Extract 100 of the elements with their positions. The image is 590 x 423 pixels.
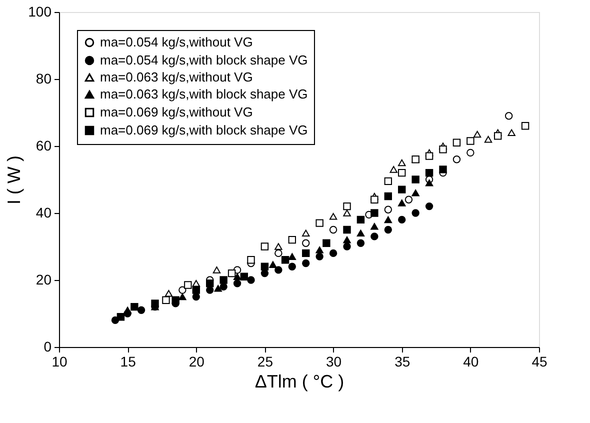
point bbox=[240, 272, 248, 281]
point bbox=[184, 281, 192, 289]
point bbox=[484, 136, 492, 143]
point bbox=[178, 286, 186, 294]
point bbox=[247, 276, 255, 284]
point bbox=[322, 239, 330, 248]
point bbox=[206, 279, 214, 288]
point bbox=[384, 192, 392, 200]
point bbox=[370, 209, 378, 217]
point bbox=[220, 282, 228, 291]
point bbox=[212, 266, 221, 274]
y-tick-label: 60 bbox=[36, 138, 52, 154]
point bbox=[398, 186, 406, 194]
point bbox=[404, 196, 413, 204]
x-tick-label: 20 bbox=[188, 354, 205, 370]
legend-label: ma=0.054 kg/s,without VG bbox=[100, 34, 253, 50]
point bbox=[384, 177, 392, 186]
y-tick-label: 0 bbox=[44, 338, 52, 354]
point bbox=[130, 302, 138, 311]
legend-label: ma=0.063 kg/s,with block shape VG bbox=[100, 86, 308, 102]
point bbox=[356, 230, 365, 237]
x-tick-label: 25 bbox=[257, 354, 274, 370]
x-axis-title: ΔTlm ( °C ) bbox=[254, 372, 344, 392]
point bbox=[192, 292, 200, 301]
x-tick-label: 45 bbox=[532, 354, 548, 370]
point bbox=[398, 159, 406, 166]
point bbox=[316, 246, 324, 254]
point bbox=[274, 243, 282, 250]
legend-label: ma=0.054 kg/s,with block shape VG bbox=[100, 52, 308, 68]
point bbox=[329, 212, 338, 220]
point bbox=[162, 296, 170, 304]
y-axis-title: I ( W ) bbox=[4, 156, 24, 204]
x-tick-label: 30 bbox=[326, 354, 342, 370]
point bbox=[260, 262, 269, 270]
point bbox=[508, 129, 516, 136]
point bbox=[425, 179, 434, 186]
point bbox=[206, 286, 214, 294]
point bbox=[466, 137, 474, 145]
point bbox=[302, 239, 310, 247]
point bbox=[439, 166, 447, 174]
point bbox=[281, 256, 290, 264]
point bbox=[274, 249, 282, 258]
point bbox=[466, 148, 474, 157]
point bbox=[329, 249, 338, 258]
point bbox=[452, 156, 461, 164]
point bbox=[192, 286, 200, 294]
point bbox=[288, 262, 296, 270]
point bbox=[269, 261, 277, 268]
x-tick-label: 35 bbox=[394, 354, 410, 370]
point bbox=[151, 300, 159, 308]
point bbox=[370, 196, 378, 204]
point bbox=[343, 210, 351, 216]
x-tick-label: 15 bbox=[120, 354, 136, 370]
point bbox=[228, 269, 236, 278]
point bbox=[412, 176, 420, 184]
point bbox=[425, 152, 434, 160]
legend-label: ma=0.069 kg/s,with block shape VG bbox=[100, 122, 308, 138]
point bbox=[302, 230, 310, 237]
point bbox=[473, 130, 482, 138]
point bbox=[329, 226, 338, 234]
point bbox=[343, 236, 351, 244]
point bbox=[398, 168, 406, 177]
point bbox=[356, 239, 365, 247]
point bbox=[178, 293, 186, 300]
point bbox=[220, 276, 228, 284]
point bbox=[398, 216, 406, 224]
point bbox=[302, 259, 310, 268]
point bbox=[316, 219, 324, 227]
point bbox=[343, 226, 351, 234]
point bbox=[425, 202, 434, 210]
point bbox=[343, 242, 351, 250]
point bbox=[425, 168, 434, 177]
point bbox=[172, 296, 180, 304]
y-tick-label: 40 bbox=[36, 204, 52, 220]
legend-label: ma=0.063 kg/s,without VG bbox=[100, 70, 253, 84]
point bbox=[274, 266, 282, 274]
y-tick-label: 100 bbox=[28, 4, 52, 20]
point bbox=[452, 138, 461, 147]
point bbox=[260, 242, 269, 250]
point bbox=[116, 312, 125, 321]
y-tick-label: 20 bbox=[36, 272, 52, 288]
point bbox=[398, 200, 406, 206]
point bbox=[384, 206, 392, 214]
point bbox=[412, 189, 420, 196]
point bbox=[504, 112, 513, 120]
point bbox=[390, 166, 398, 173]
y-tick-label: 80 bbox=[36, 70, 52, 86]
point bbox=[302, 249, 310, 258]
point bbox=[439, 145, 447, 154]
point bbox=[137, 306, 146, 314]
point bbox=[316, 252, 324, 260]
point bbox=[288, 253, 296, 260]
point bbox=[356, 216, 365, 224]
point bbox=[384, 216, 392, 224]
point bbox=[233, 273, 242, 280]
legend-label: ma=0.069 kg/s,without VG bbox=[100, 104, 253, 120]
point bbox=[214, 284, 222, 292]
x-tick-label: 40 bbox=[463, 354, 479, 370]
point bbox=[343, 202, 351, 210]
point bbox=[370, 222, 378, 230]
